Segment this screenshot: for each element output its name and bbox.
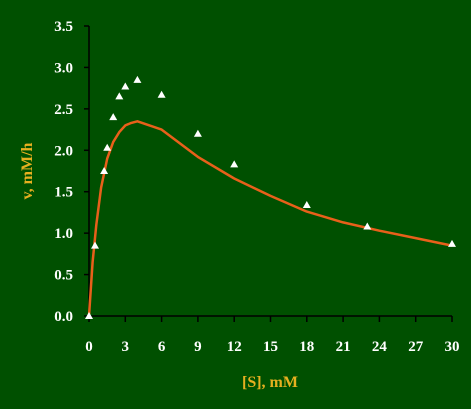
x-tick-label: 9 — [194, 339, 202, 355]
y-tick-label: 0.0 — [54, 309, 73, 325]
y-ticks: 0.0 0.5 1.0 1.5 2.0 2.5 3.0 3.5 — [54, 19, 89, 325]
series-layer — [85, 75, 456, 319]
data-point-marker — [103, 143, 112, 151]
x-axis-title: [S], mM — [242, 374, 298, 391]
x-tick-label: 30 — [445, 339, 460, 355]
data-point-marker — [157, 90, 166, 98]
x-tick-label: 6 — [158, 339, 166, 355]
y-tick-label: 2.5 — [54, 102, 73, 118]
data-point-marker — [230, 160, 239, 168]
x-tick-label: 3 — [122, 339, 130, 355]
data-point-marker — [100, 167, 109, 174]
fitted-curve — [87, 120, 453, 317]
y-tick-label: 3.0 — [54, 60, 73, 76]
y-tick-label: 1.0 — [54, 226, 73, 242]
y-tick-label: 2.0 — [54, 143, 73, 159]
y-tick-label: 1.5 — [54, 185, 73, 201]
data-point-marker — [109, 113, 118, 121]
data-point-marker — [91, 241, 99, 249]
x-tick-label: 24 — [372, 339, 388, 355]
x-ticks: 0 3 6 9 12 15 18 21 24 27 30 — [85, 316, 460, 355]
y-axis-title: v, mM/h — [19, 142, 36, 199]
data-point-marker — [302, 201, 311, 208]
data-point-marker — [121, 82, 130, 90]
data-point-marker — [115, 92, 124, 100]
x-tick-label: 21 — [336, 339, 351, 355]
x-tick-label: 12 — [227, 339, 242, 355]
x-tick-label: 18 — [299, 339, 314, 355]
y-tick-label: 3.5 — [54, 19, 73, 35]
data-point-marker — [193, 129, 202, 137]
y-tick-label: 0.5 — [54, 268, 73, 284]
data-point-marker — [85, 312, 93, 319]
x-tick-label: 15 — [263, 339, 278, 355]
x-tick-label: 27 — [408, 339, 424, 355]
data-point-marker — [133, 75, 142, 83]
data-point-marker — [448, 239, 456, 247]
data-point-marker — [363, 222, 372, 230]
x-tick-label: 0 — [85, 339, 93, 355]
